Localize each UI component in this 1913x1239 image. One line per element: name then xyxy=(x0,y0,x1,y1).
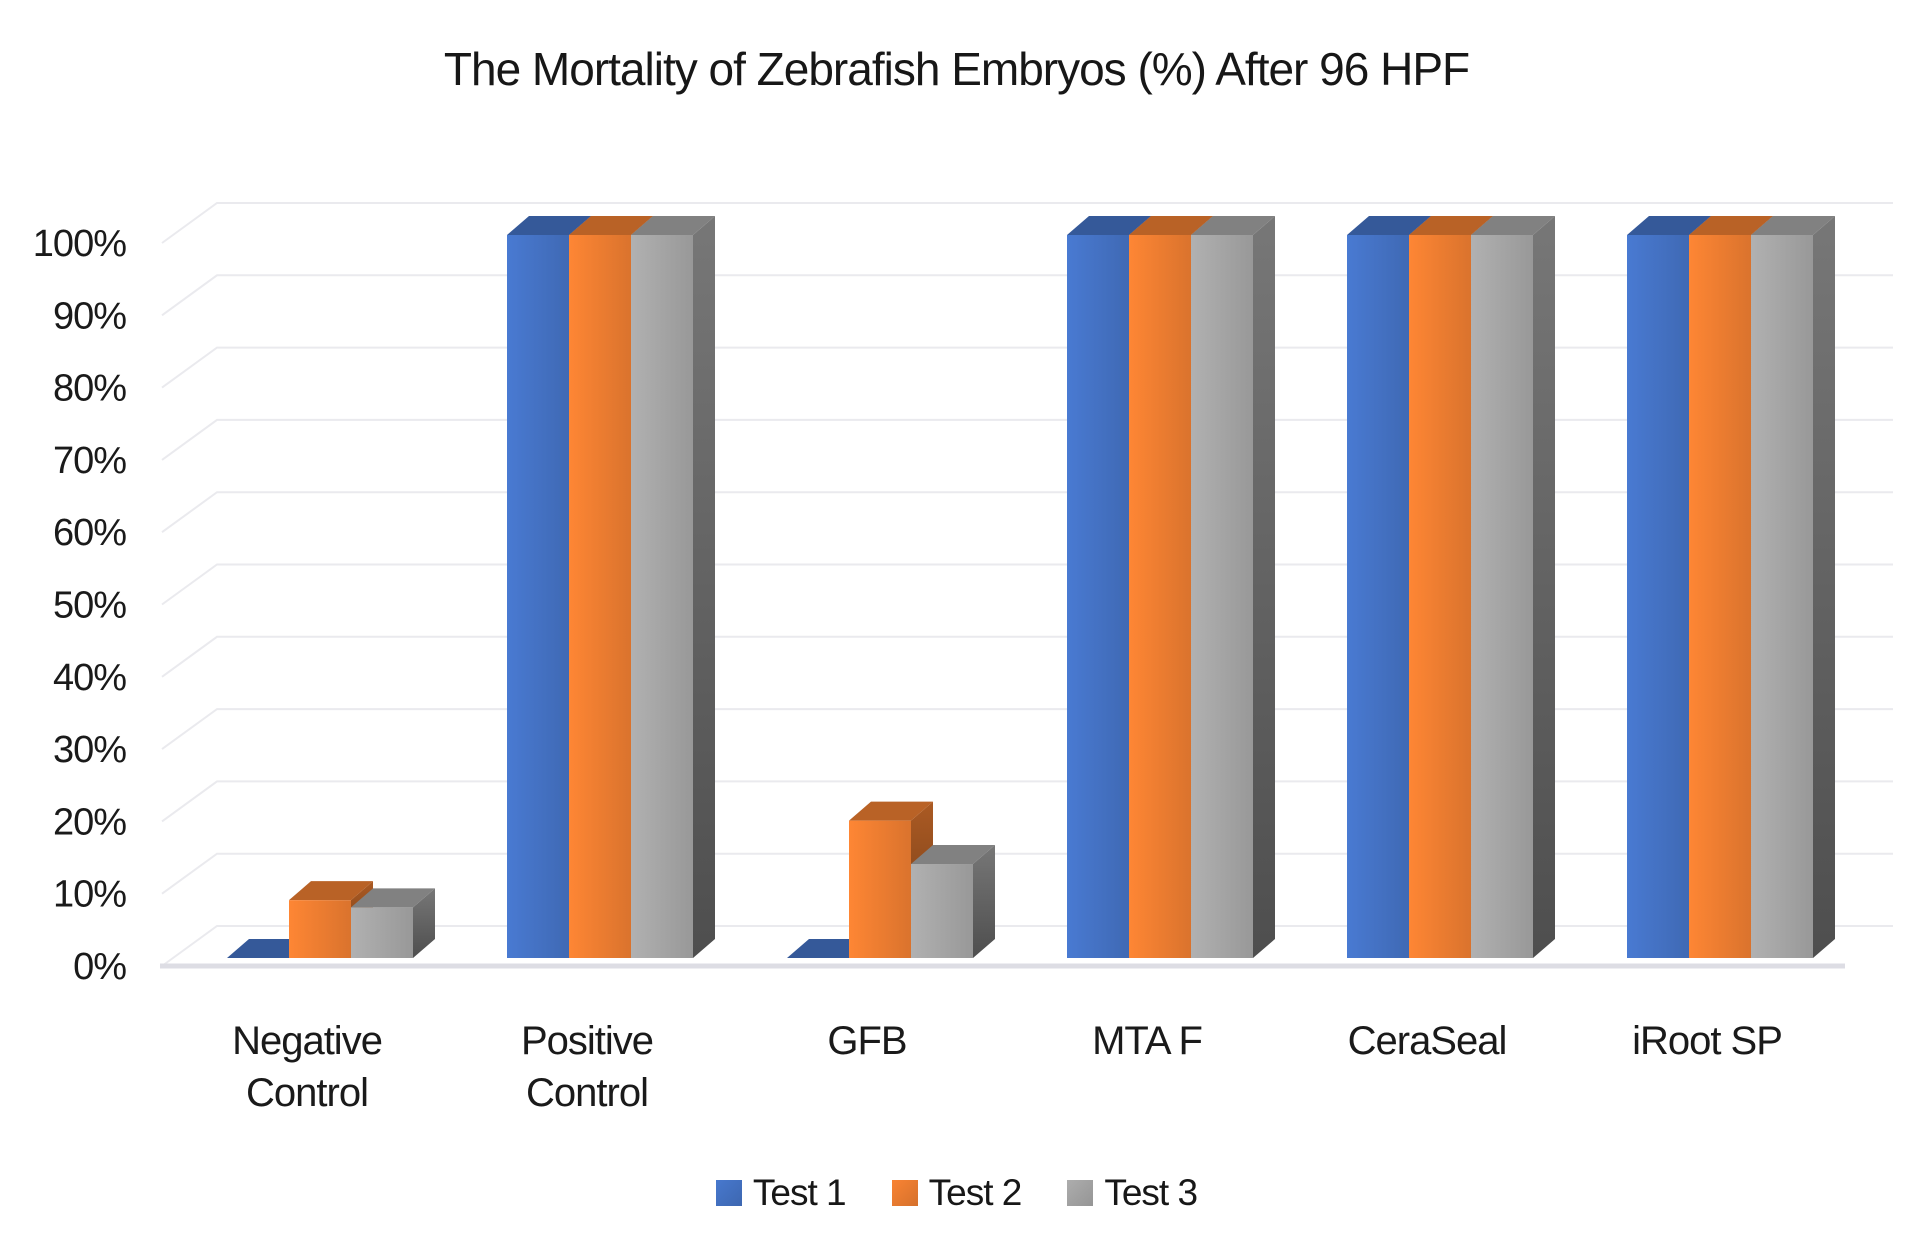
x-axis-category-label: Negative xyxy=(232,1019,382,1063)
legend-swatch-test-1-icon xyxy=(715,1180,742,1206)
legend-label-test-1: Test 1 xyxy=(752,1172,847,1213)
y-axis-tick-label: 40% xyxy=(53,657,126,699)
bar-top-face xyxy=(1191,216,1275,235)
bar-top-face xyxy=(1627,216,1711,235)
bar-front-face xyxy=(1409,235,1471,958)
legend-item-test-3: Test 3 xyxy=(1067,1172,1198,1214)
bars xyxy=(227,216,1835,958)
y-axis-tick-label: 50% xyxy=(53,585,126,627)
bar-top-face xyxy=(569,216,653,235)
bar-front-face xyxy=(1689,235,1751,958)
bar-front-face xyxy=(1751,235,1813,958)
x-axis-category-label: Control xyxy=(246,1071,368,1115)
legend-label-test-2: Test 2 xyxy=(928,1172,1023,1213)
legend-swatch-test-3-icon xyxy=(1067,1180,1094,1206)
gridline-60% xyxy=(161,491,1893,534)
bar-ceraseal-test-3 xyxy=(1471,216,1555,958)
bar-front-face xyxy=(1191,235,1253,958)
y-axis-tick-label: 80% xyxy=(53,368,126,410)
bar-front-face xyxy=(289,900,351,958)
bar-front-face xyxy=(1627,235,1689,958)
bar-front-face xyxy=(849,820,911,958)
bar-top-face xyxy=(1751,216,1835,235)
y-axis-tick-label: 70% xyxy=(53,440,126,482)
bar-gfb-test-2 xyxy=(849,801,933,958)
bar-top-face xyxy=(631,216,715,235)
y-axis-tick-label: 90% xyxy=(53,295,126,337)
legend: Test 1 Test 2 Test 3 xyxy=(0,1172,1913,1214)
bar-mta-f-test-3 xyxy=(1191,216,1275,958)
y-axis-tick-label: 10% xyxy=(53,874,126,916)
gridline-30% xyxy=(161,708,1893,750)
bar-top-face xyxy=(1129,216,1213,235)
x-axis-category-label: Control xyxy=(526,1071,648,1115)
gridline-20% xyxy=(161,780,1893,823)
bar-top-face xyxy=(1067,216,1151,235)
legend-item-test-2: Test 2 xyxy=(891,1172,1023,1214)
y-axis-tick-label: 0% xyxy=(73,946,126,988)
bar-front-face xyxy=(1347,235,1409,958)
bar-side-face xyxy=(413,888,435,958)
legend-item-test-1: Test 1 xyxy=(715,1172,847,1214)
chart-title: The Mortality of Zebrafish Embryos (%) A… xyxy=(443,43,1470,95)
gridline-80% xyxy=(161,346,1893,389)
bar-top-face xyxy=(351,888,435,908)
bar-front-face xyxy=(1471,235,1533,958)
bar-iroot-sp-test-3 xyxy=(1751,216,1835,958)
y-axis-tick-label: 60% xyxy=(53,512,126,554)
bar-top-face xyxy=(289,881,373,901)
x-axis-category-labels: Negative Control Positive Control GFB MTA F Ce… xyxy=(232,1019,1783,1115)
bar-positive-control-test-3 xyxy=(631,216,715,958)
bar-front-face xyxy=(351,907,413,958)
gridline-40% xyxy=(161,635,1893,678)
bar-side-face xyxy=(1533,216,1555,958)
y-axis-tick-labels: 0% 10% 20% 30% 40% 50% 60% 70% 80% 90% 100% xyxy=(33,223,127,988)
bar-side-face xyxy=(973,845,995,958)
y-axis-tick-label: 20% xyxy=(53,801,126,843)
bar-front-face xyxy=(569,235,631,958)
bar-front-face xyxy=(507,235,569,958)
x-axis-category-label: GFB xyxy=(827,1019,906,1063)
bar-gfb-test-3 xyxy=(911,845,995,958)
x-axis-category-label: iRoot SP xyxy=(1632,1019,1782,1063)
gridline-90% xyxy=(161,274,1893,317)
x-axis-category-label: MTA F xyxy=(1092,1019,1202,1063)
bar-front-face xyxy=(631,235,693,958)
gridline-0% xyxy=(161,925,1893,967)
bar-top-face xyxy=(1689,216,1773,235)
y-axis-tick-label: 100% xyxy=(33,223,126,265)
bar-side-face xyxy=(1813,216,1835,958)
gridline-50% xyxy=(161,563,1893,606)
bar-top-face xyxy=(911,845,995,865)
x-axis-category-label: Positive xyxy=(521,1019,653,1063)
bar-top-face xyxy=(1409,216,1493,235)
bar-front-face xyxy=(911,864,973,958)
gridline-10% xyxy=(161,852,1893,895)
gridline-100% xyxy=(161,202,1893,244)
bar-negative-control-test-3 xyxy=(351,888,435,958)
bar-front-face xyxy=(1067,235,1129,958)
bar-side-face xyxy=(693,216,715,958)
x-axis-category-label: CeraSeal xyxy=(1348,1019,1507,1063)
legend-label-test-3: Test 3 xyxy=(1104,1172,1198,1213)
bar-top-face xyxy=(849,801,933,821)
bar-front-face xyxy=(1129,235,1191,958)
gridline-70% xyxy=(161,418,1893,461)
y-axis-tick-label: 30% xyxy=(53,729,126,771)
bar-top-face xyxy=(507,216,591,235)
bar-top-face xyxy=(1471,216,1555,235)
legend-swatch-test-2-icon xyxy=(891,1180,918,1206)
gridlines xyxy=(160,202,1893,969)
bar-top-face xyxy=(1347,216,1431,235)
bar-side-face xyxy=(1253,216,1275,958)
